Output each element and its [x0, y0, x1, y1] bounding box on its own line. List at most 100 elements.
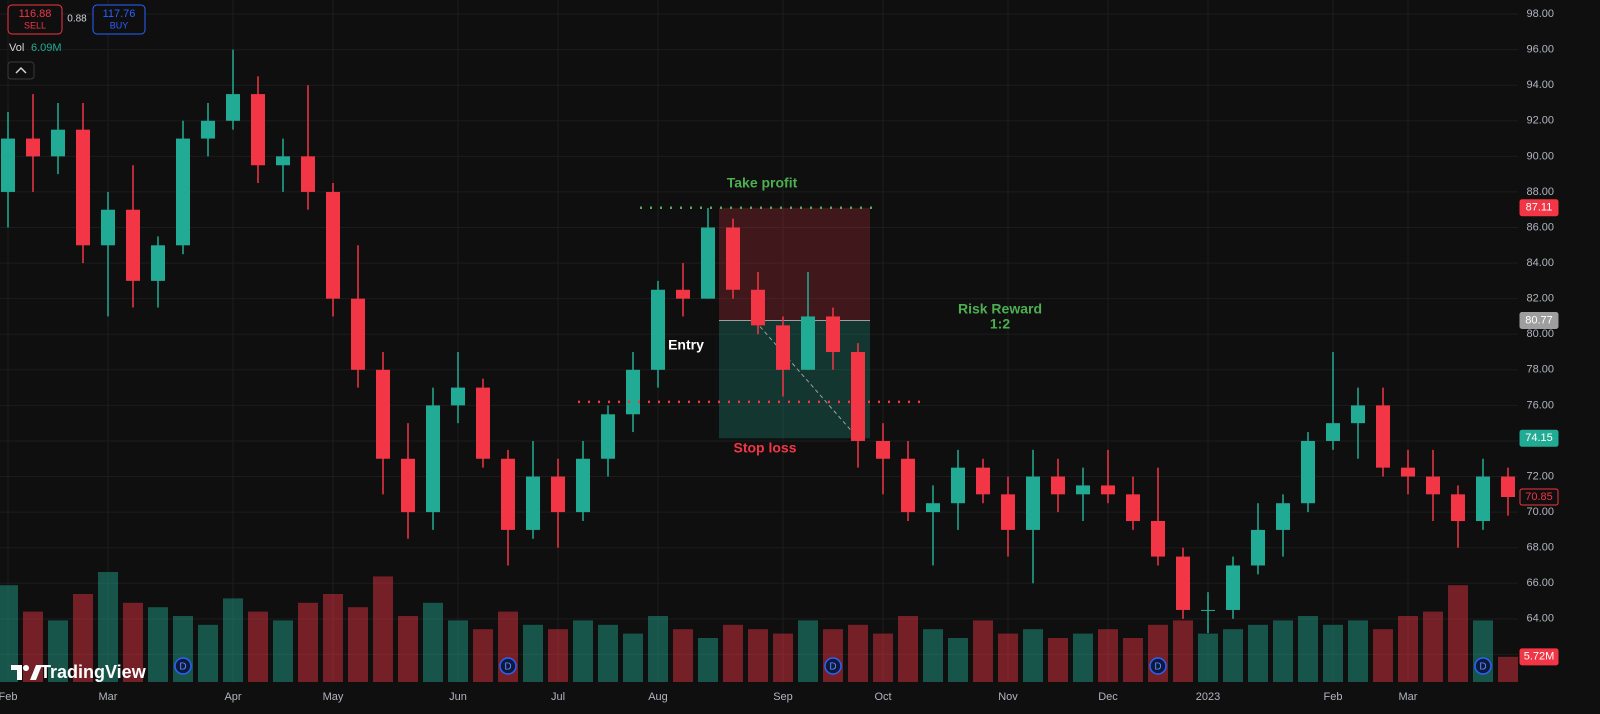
price-tag-label: 5.72M [1524, 651, 1555, 663]
volume-bar [598, 624, 618, 682]
dividend-marker [1149, 657, 1167, 675]
x-tick-label: Aug [648, 691, 668, 703]
candle-body [676, 289, 690, 299]
reward-zone [719, 320, 870, 439]
sell-button[interactable]: 116.88 SELL [7, 4, 63, 35]
spread: 0.88 [67, 14, 87, 25]
y-tick-label: 86.00 [1526, 221, 1554, 233]
logo-text: TradingView [40, 662, 147, 682]
volume-bar [1223, 629, 1243, 682]
x-tick-label: Jun [449, 691, 467, 703]
candle-body [151, 245, 165, 281]
candle-body [1101, 485, 1115, 495]
y-tick-label: 98.00 [1526, 8, 1554, 20]
volume-bar [1398, 616, 1418, 682]
volume-bar [1373, 629, 1393, 682]
candle-body [601, 414, 615, 459]
candle-body [551, 476, 565, 513]
volume-bar [623, 633, 643, 682]
candle-body [726, 227, 740, 290]
candle-body [1501, 476, 1515, 497]
candle-body [1126, 494, 1140, 522]
y-tick-label: 94.00 [1526, 79, 1554, 91]
buy-box[interactable] [92, 4, 146, 35]
candle-body [451, 387, 465, 406]
volume-bar [448, 620, 468, 682]
candle-body [101, 209, 115, 246]
dividend-label: D [1154, 662, 1161, 673]
volume-bar [423, 602, 443, 682]
buy-price[interactable]: 117.76 [103, 8, 136, 20]
candle-body [1301, 440, 1315, 504]
volume-bar [98, 572, 118, 682]
dividend-label: D [829, 662, 836, 673]
candle-body [176, 138, 190, 246]
risk-reward-label: Risk Reward [958, 301, 1042, 317]
collapse-button[interactable] [7, 61, 35, 80]
volume-bar [723, 624, 743, 682]
candle-body [1426, 476, 1440, 495]
volume-bar [73, 594, 93, 682]
candle-body [526, 476, 540, 530]
volume-bar [1298, 616, 1318, 682]
candle-body [326, 191, 340, 299]
y-tick-label: 82.00 [1526, 293, 1554, 305]
price-tag [1519, 199, 1559, 217]
y-tick-label: 72.00 [1526, 470, 1554, 482]
candle-body [701, 227, 715, 299]
volume-bar [898, 616, 918, 682]
price-tag [1519, 488, 1559, 506]
x-tick-label: Mar [99, 691, 118, 703]
dividend-marker [824, 657, 842, 675]
candle-body [951, 467, 965, 504]
collapse-icon[interactable] [15, 66, 27, 74]
candle-body [376, 369, 390, 459]
volume-bar [298, 602, 318, 682]
y-tick-label: 84.00 [1526, 257, 1554, 269]
volume-bar [323, 594, 343, 682]
volume-bar [23, 611, 43, 682]
x-tick-label: 2023 [1196, 691, 1220, 703]
candle-body [251, 94, 265, 166]
sell-text[interactable]: SELL [24, 20, 46, 30]
volume-bar [1323, 624, 1343, 682]
volume-bar [1273, 620, 1293, 682]
candle-body [801, 316, 815, 370]
volume-bar [1098, 629, 1118, 682]
y-tick-label: 78.00 [1526, 364, 1554, 376]
logo: TradingView [11, 662, 147, 682]
candle-body [301, 156, 315, 192]
candle-body [201, 120, 215, 139]
dividend-label: D [179, 662, 186, 673]
collapse-box[interactable] [7, 61, 35, 80]
volume-bar [998, 633, 1018, 682]
candle-body [1326, 423, 1340, 441]
candle-body [76, 129, 90, 246]
candle-body [1026, 476, 1040, 530]
candle-body [276, 156, 290, 166]
y-tick-label: 90.00 [1526, 150, 1554, 162]
price-tag [1519, 312, 1559, 330]
sell-price[interactable]: 116.88 [19, 8, 52, 20]
y-tick-label: 76.00 [1526, 399, 1554, 411]
volume-bar [348, 607, 368, 682]
candle-body [1, 138, 15, 192]
volume-bar [1173, 620, 1193, 682]
volume-legend-label: Vol [9, 42, 24, 54]
buy-button[interactable]: 117.76 BUY [92, 4, 146, 35]
volume-bar [223, 598, 243, 682]
volume-bar [698, 638, 718, 682]
volume-bar [548, 629, 568, 682]
candle-body [1251, 529, 1265, 566]
sell-box[interactable] [7, 4, 63, 35]
candle-body [126, 209, 140, 281]
y-tick-label: 66.00 [1526, 577, 1554, 589]
y-tick-label: 92.00 [1526, 115, 1554, 127]
volume-bar [573, 620, 593, 682]
price-tag-label: 70.85 [1525, 491, 1553, 503]
dividend-label: D [1479, 662, 1486, 673]
volume-bar [648, 616, 668, 682]
buy-text[interactable]: BUY [110, 20, 129, 30]
x-tick-label: May [323, 691, 344, 703]
risk-zone [719, 207, 870, 321]
